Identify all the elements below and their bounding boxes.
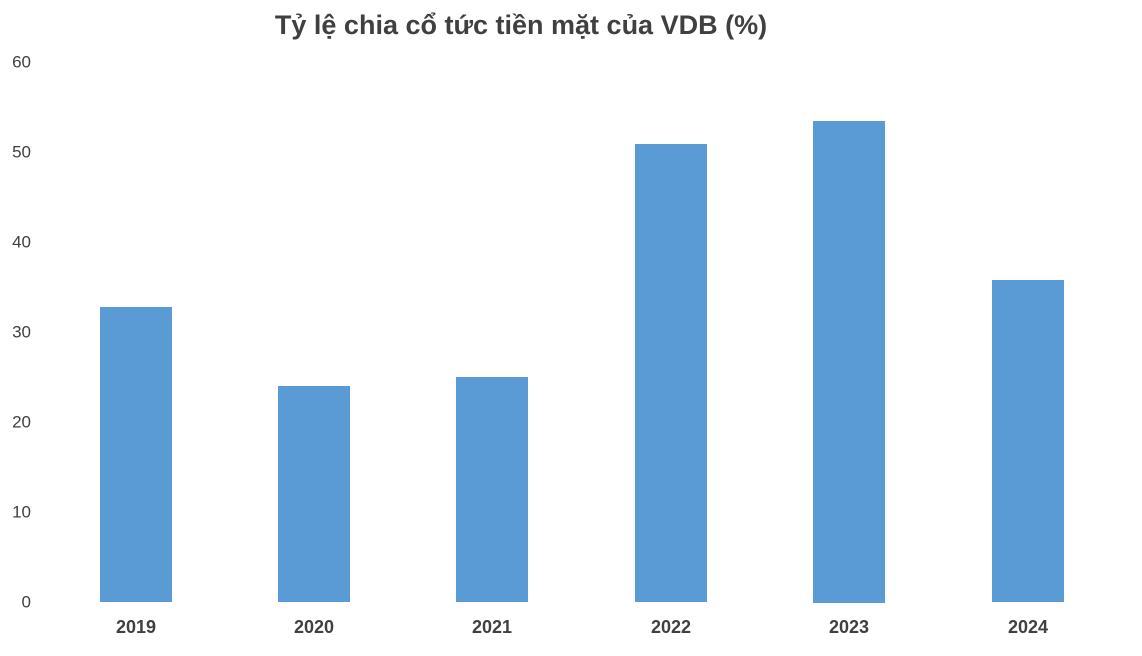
bar-2022 <box>635 144 707 602</box>
y-tick-60: 60 <box>12 52 31 72</box>
x-label-2021: 2021 <box>471 617 513 637</box>
y-tick-20: 20 <box>12 412 31 432</box>
y-tick-30: 30 <box>12 322 31 342</box>
bar-2023 <box>813 121 885 603</box>
x-label-2022: 2022 <box>650 617 692 637</box>
y-tick-0: 0 <box>21 592 31 612</box>
x-label-2024: 2024 <box>1007 617 1049 637</box>
bar-2020 <box>278 386 350 602</box>
x-label-2020: 2020 <box>293 617 335 637</box>
x-label-2019: 2019 <box>115 617 157 637</box>
bar-2024 <box>992 280 1064 602</box>
x-label-2023: 2023 <box>828 617 870 637</box>
y-tick-10: 10 <box>12 502 31 522</box>
chart-title: Tỷ lệ chia cổ tức tiền mặt của VDB (%) <box>274 10 768 40</box>
bar-2021 <box>456 377 528 602</box>
y-tick-50: 50 <box>12 142 31 162</box>
bar-2019 <box>100 307 172 602</box>
y-tick-40: 40 <box>12 232 31 252</box>
